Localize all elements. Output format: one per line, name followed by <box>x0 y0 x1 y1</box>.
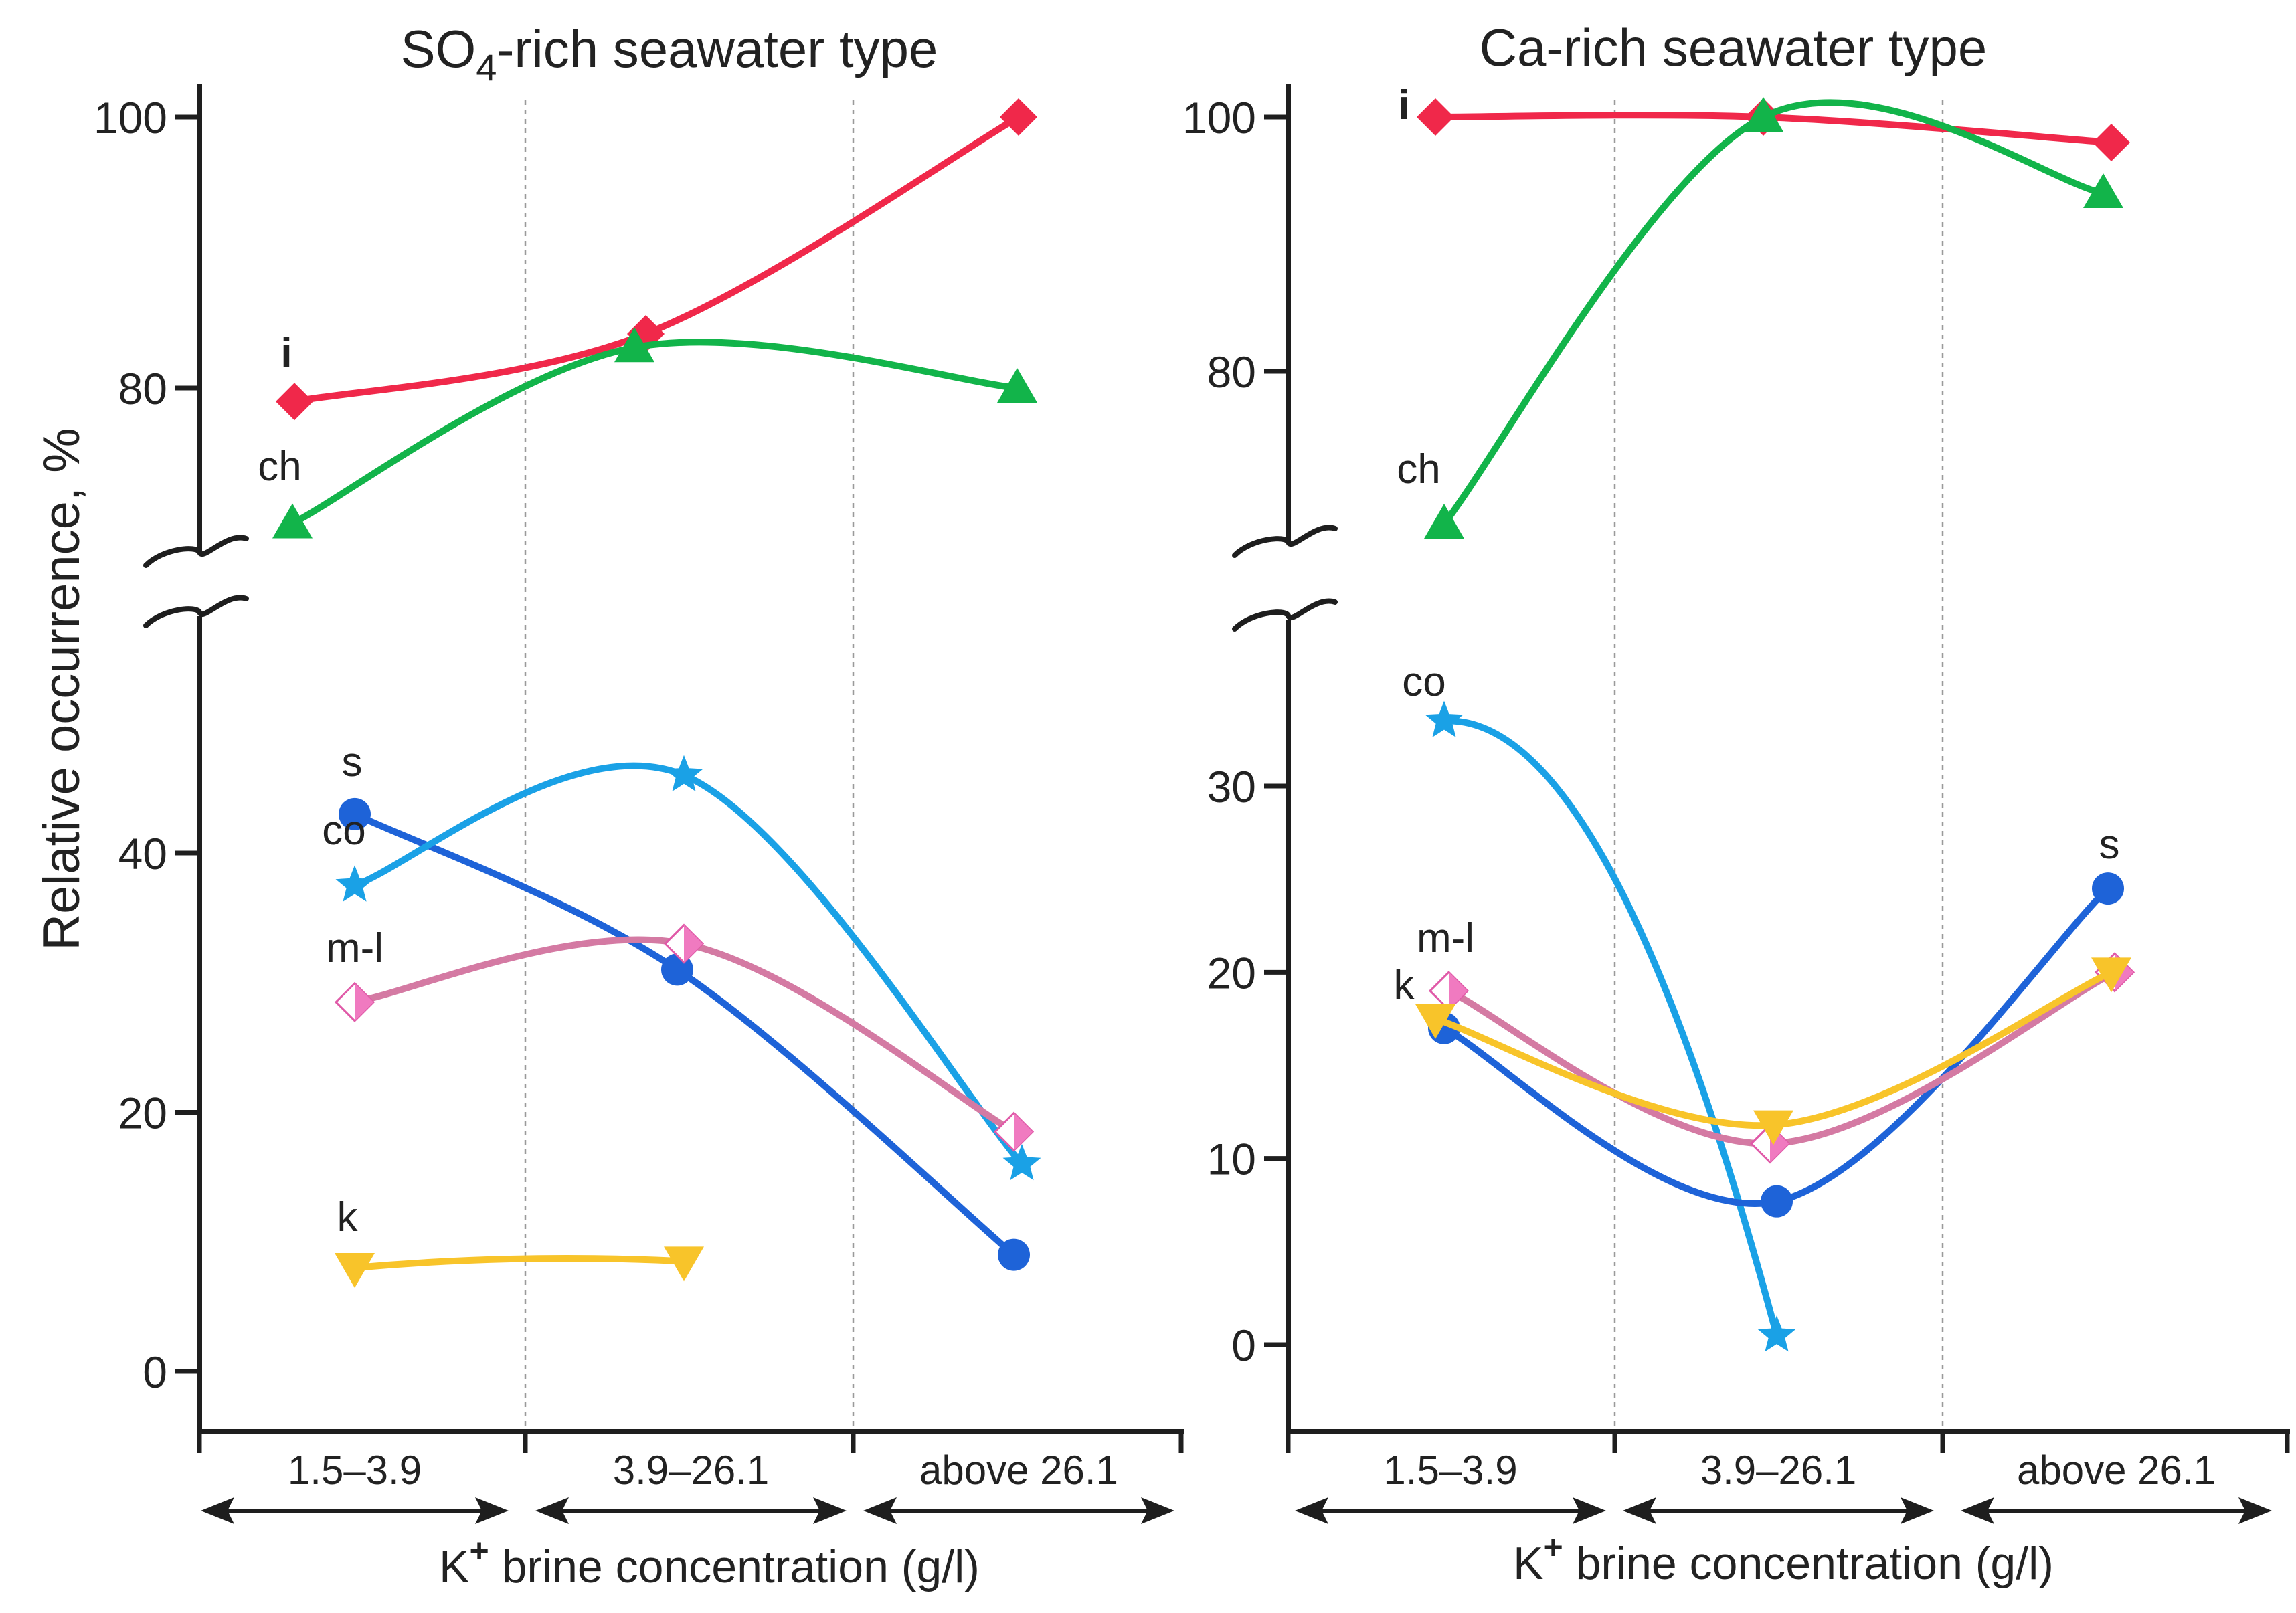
data-point-i <box>2093 124 2130 161</box>
arrow-head-left <box>1623 1497 1656 1524</box>
series-label-co: co <box>322 808 365 854</box>
x-category-label: 3.9–26.1 <box>613 1448 770 1493</box>
series-line-ch <box>1441 99 2107 527</box>
arrow-head-left <box>1961 1497 1994 1524</box>
data-point-i <box>1000 98 1037 136</box>
data-point-co <box>1425 700 1464 737</box>
data-point-ch <box>1424 504 1464 539</box>
axis-break-mark <box>143 595 249 628</box>
y-tick-label: 80 <box>118 364 167 413</box>
arrow-head-left <box>1295 1497 1328 1524</box>
y-tick-label: 20 <box>1207 948 1256 998</box>
chart-panel-so4: SO4-rich seawater type 80 100 0 20 40 1.5–3.… <box>94 19 1184 1592</box>
data-point-ch <box>614 327 654 363</box>
series-label-i: i <box>1398 82 1409 128</box>
data-point-m-l <box>334 981 375 1022</box>
data-point-s <box>1761 1185 1793 1218</box>
y-tick-label: 0 <box>1231 1321 1256 1370</box>
series-line-s <box>351 810 1017 1258</box>
y-tick-label: 80 <box>1207 347 1256 397</box>
data-point-ch <box>272 503 313 539</box>
series-label-s: s <box>342 739 363 785</box>
data-point-i <box>1417 98 1454 136</box>
series-label-k: k <box>337 1194 359 1240</box>
data-point-co <box>1002 1144 1041 1181</box>
axis-break-mark <box>1232 525 1338 558</box>
data-point-m-l-fill <box>355 983 373 1021</box>
y-tick-label: 100 <box>1182 93 1256 143</box>
data-point-co <box>335 865 374 902</box>
series-line-i <box>291 114 1022 405</box>
series-label-k: k <box>1394 962 1415 1008</box>
x-axis-label: K+ brine concentration (g/l) <box>439 1532 980 1592</box>
chart-title: SO4-rich seawater type <box>401 19 938 88</box>
data-point-ch <box>1743 97 1783 132</box>
data-point-co <box>1757 1315 1796 1352</box>
data-point-m-l <box>663 923 705 964</box>
data-point-m-l-fill <box>684 925 703 963</box>
arrow-head-left <box>863 1497 897 1524</box>
data-point-m-l <box>1428 971 1470 1012</box>
series-line-ch <box>289 339 1021 527</box>
axis-break-mark <box>143 535 249 568</box>
data-point-k <box>1415 1004 1455 1039</box>
data-point-k <box>1753 1110 1793 1145</box>
data-point-s <box>339 797 371 830</box>
arrow-head-right <box>2238 1497 2272 1524</box>
x-category-label: 3.9–26.1 <box>1700 1448 1857 1493</box>
data-point-i <box>276 383 313 421</box>
chart-title: Ca-rich seawater type <box>1480 18 1988 77</box>
y-tick-label: 40 <box>118 829 167 878</box>
series-line-k <box>351 1255 687 1271</box>
series-label-i: i <box>280 330 292 376</box>
data-point-s <box>2092 872 2124 905</box>
y-tick-label: 20 <box>118 1088 167 1138</box>
y-tick-label: 10 <box>1207 1135 1256 1184</box>
series-label-co: co <box>1402 659 1445 705</box>
series-label-ch: ch <box>258 444 301 490</box>
arrow-head-right <box>1901 1497 1934 1524</box>
arrow-head-right <box>475 1497 509 1524</box>
data-point-ch <box>997 368 1037 403</box>
x-category-label: 1.5–3.9 <box>1383 1448 1517 1493</box>
x-category-label: above 26.1 <box>919 1448 1118 1493</box>
data-point-co <box>665 755 703 791</box>
series-label-ch: ch <box>1397 446 1440 492</box>
data-point-m-l-fill <box>1449 972 1468 1010</box>
y-axis-label: Relative occurrence, % <box>33 428 90 950</box>
series-label-s: s <box>2099 822 2120 868</box>
data-point-s <box>998 1238 1030 1271</box>
y-tick-label: 0 <box>143 1347 167 1397</box>
chart-panel-ca: Ca-rich seawater type 80 100 0 10 20 30 1.5–3… <box>1182 18 2290 1589</box>
arrow-head-right <box>813 1497 847 1524</box>
axis-break-mark <box>1232 598 1338 632</box>
data-point-k <box>664 1246 704 1282</box>
series-line-co <box>1441 717 1780 1339</box>
data-point-k <box>2091 957 2131 993</box>
y-tick-label: 100 <box>94 93 167 143</box>
x-category-label: above 26.1 <box>2017 1448 2216 1493</box>
arrow-head-right <box>1141 1497 1174 1524</box>
series-label-m-l: m-l <box>1417 915 1474 961</box>
y-tick-label: 30 <box>1207 762 1256 812</box>
series-label-m-l: m-l <box>326 925 383 971</box>
arrow-head-left <box>535 1497 569 1524</box>
data-point-ch <box>2083 173 2123 208</box>
x-axis-label: K+ brine concentration (g/l) <box>1513 1529 2054 1589</box>
data-point-m-l <box>993 1111 1035 1152</box>
series-line-co <box>351 762 1025 1167</box>
x-category-label: 1.5–3.9 <box>288 1448 422 1493</box>
arrow-head-left <box>201 1497 234 1524</box>
data-point-k <box>335 1253 375 1288</box>
data-point-m-l-fill <box>1014 1113 1033 1151</box>
arrow-head-right <box>1573 1497 1606 1524</box>
